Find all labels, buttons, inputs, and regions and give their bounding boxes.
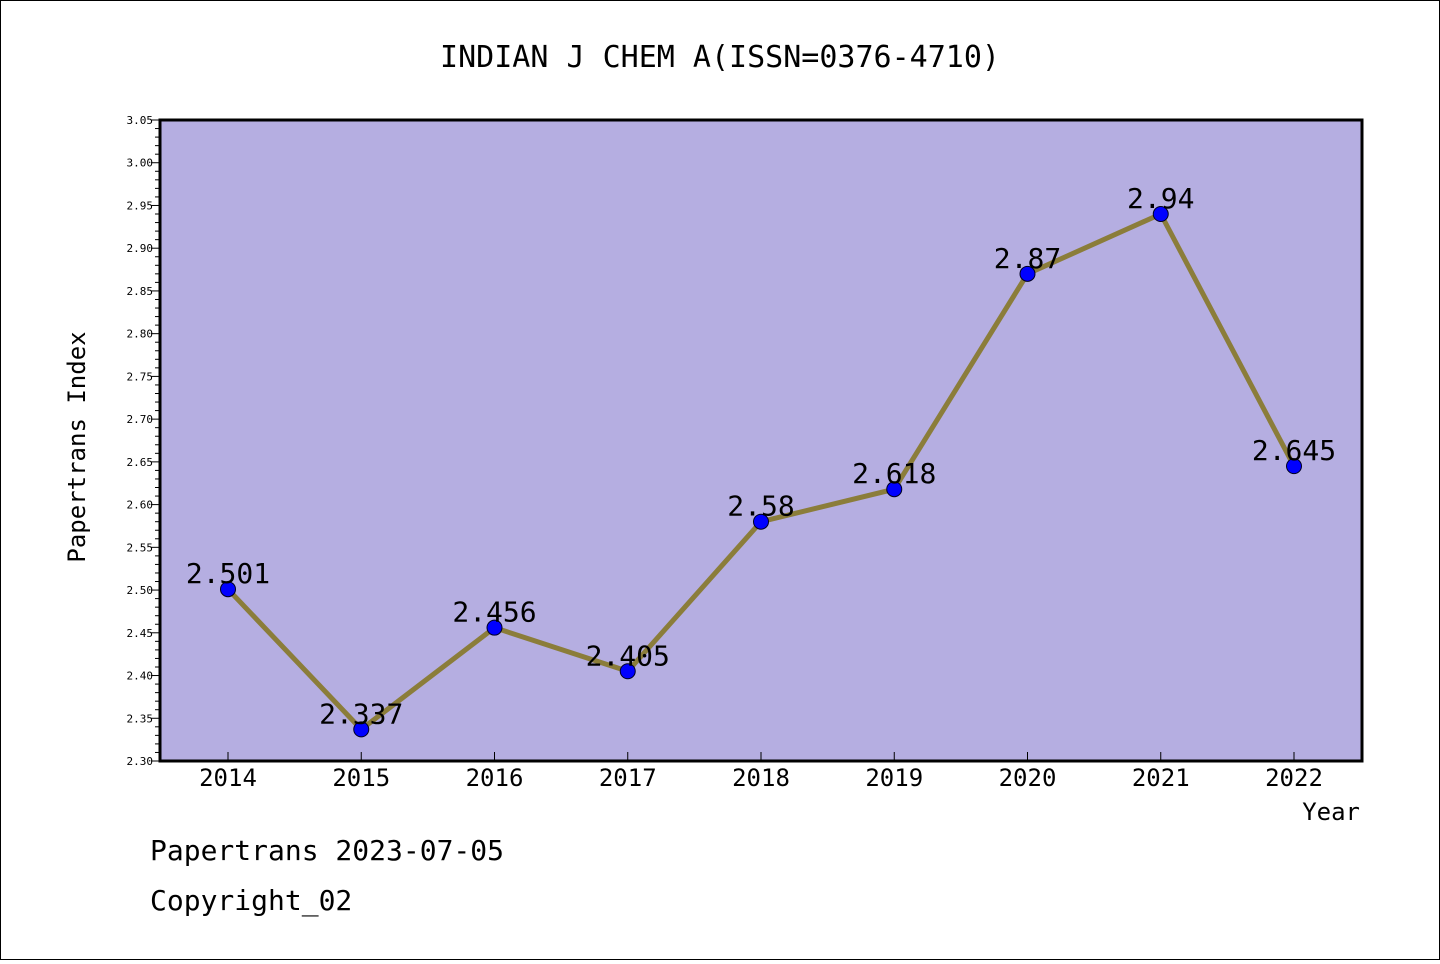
data-point-2019 bbox=[886, 481, 903, 498]
x-tick-label: 2022 bbox=[1265, 764, 1323, 792]
data-label-2017: 2.405 bbox=[586, 639, 670, 672]
x-tick-label: 2018 bbox=[732, 764, 790, 792]
y-tick-label: 2.65 bbox=[127, 456, 154, 469]
data-point-2020 bbox=[1019, 265, 1036, 282]
data-label-2016: 2.456 bbox=[452, 596, 536, 629]
data-point-2017 bbox=[619, 663, 636, 680]
data-label-2018: 2.58 bbox=[727, 490, 794, 523]
y-axis-label: Papertrans Index bbox=[63, 331, 91, 562]
data-label-2022: 2.645 bbox=[1252, 434, 1336, 467]
x-tick-label: 2020 bbox=[999, 764, 1057, 792]
x-tick-label: 2021 bbox=[1132, 764, 1190, 792]
x-tick-label: 2016 bbox=[466, 764, 524, 792]
data-label-2014: 2.501 bbox=[186, 557, 270, 590]
y-tick-label: 2.30 bbox=[127, 755, 154, 768]
data-labels: 2.501 2.337 2.456 2.405 2.58 2.618 2.87 2.94 2.6… bbox=[186, 182, 1336, 730]
x-tick-label: 2017 bbox=[599, 764, 657, 792]
source-date-text: Papertrans 2023-07-05 bbox=[150, 834, 505, 867]
x-tick-label: 2015 bbox=[332, 764, 390, 792]
plot-area bbox=[158, 118, 1364, 763]
data-point-2022 bbox=[1286, 458, 1302, 475]
y-tick-label: 2.55 bbox=[127, 541, 154, 554]
y-tick-label: 2.75 bbox=[127, 370, 154, 383]
data-label-2021: 2.94 bbox=[1127, 182, 1194, 215]
y-tick-label: 2.90 bbox=[127, 242, 154, 255]
y-tick-label: 2.70 bbox=[127, 413, 154, 426]
y-tick-label: 2.50 bbox=[127, 584, 154, 597]
chart-title: INDIAN J CHEM A(ISSN=0376-4710) bbox=[440, 40, 1000, 75]
data-point-2015 bbox=[353, 721, 370, 738]
x-axis-label: Year bbox=[1302, 798, 1360, 826]
copyright-text: Copyright_02 bbox=[150, 884, 353, 917]
series-papertrans-index bbox=[220, 206, 1302, 738]
data-point-2014 bbox=[220, 581, 236, 598]
y-tick-label: 2.60 bbox=[127, 499, 154, 512]
data-label-2019: 2.618 bbox=[852, 457, 936, 490]
x-tick-label: 2014 bbox=[199, 764, 257, 792]
x-axis: 2014 2015 2016 2017 2018 2019 2020 2021 2022 bbox=[199, 752, 1323, 792]
y-tick-label: 2.80 bbox=[127, 328, 154, 341]
y-tick-label: 2.35 bbox=[127, 712, 154, 725]
y-tick-label: 2.45 bbox=[127, 627, 154, 640]
data-point-2018 bbox=[753, 513, 769, 530]
data-label-2020: 2.87 bbox=[994, 242, 1061, 275]
x-tick-label: 2019 bbox=[865, 764, 923, 792]
y-axis: 2.30 2.35 2.40 2.45 2.50 2.55 2.60 2.65 2.70 2.75… bbox=[127, 114, 160, 768]
y-tick-label: 2.85 bbox=[127, 285, 154, 298]
data-label-2015: 2.337 bbox=[319, 697, 403, 730]
y-tick-label: 3.05 bbox=[127, 114, 154, 127]
y-tick-label: 3.00 bbox=[127, 157, 154, 170]
data-point-2021 bbox=[1152, 206, 1169, 223]
y-tick-label: 2.40 bbox=[127, 670, 154, 683]
y-tick-label: 2.95 bbox=[127, 199, 154, 212]
data-point-2016 bbox=[486, 619, 503, 636]
